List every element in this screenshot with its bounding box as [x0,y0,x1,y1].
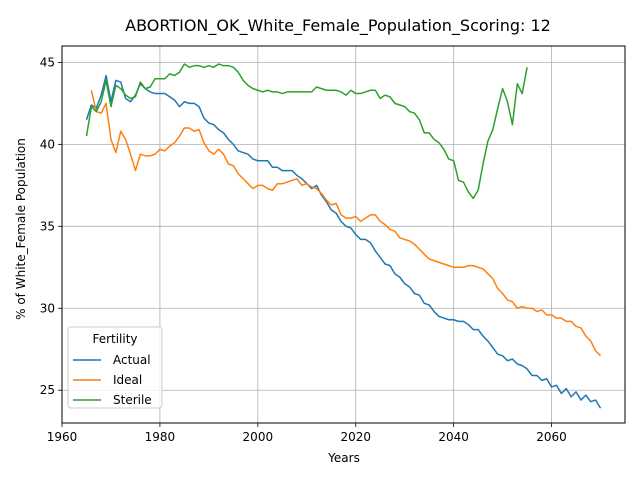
chart-title: ABORTION_OK_White_Female_Population_Scor… [125,16,551,36]
plot-frame [61,45,626,424]
x-tick-label: 2060 [536,430,567,444]
y-tick-label: 35 [40,219,55,233]
legend-label-ideal: Ideal [113,373,142,387]
x-axis-label: Years [327,451,360,465]
series-line-sterile [85,63,528,200]
legend-title: Fertility [92,332,137,346]
x-tick-label: 2020 [340,430,371,444]
y-axis-label: % of White_Female Population [14,138,28,320]
grid-lines [61,46,625,423]
y-tick-label: 25 [40,383,55,397]
series-line-ideal [90,90,602,357]
series-line-actual [85,74,602,409]
series-lines [85,63,602,409]
y-tick-label: 30 [40,301,55,315]
y-tick-label: 45 [40,55,55,69]
x-axis-ticks: 1960 1980 2000 2020 2040 2060 [47,423,567,444]
y-tick-label: 40 [40,137,55,151]
x-tick-label: 2040 [438,430,469,444]
legend-box [67,326,163,409]
x-tick-label: 1980 [145,430,176,444]
y-axis-ticks: 25 30 35 40 45 [40,55,62,397]
x-tick-label: 2000 [243,430,274,444]
x-tick-label: 1960 [47,430,78,444]
legend-label-sterile: Sterile [113,393,152,407]
legend-label-actual: Actual [113,353,151,367]
legend: Fertility Actual Ideal Sterile [67,326,163,409]
